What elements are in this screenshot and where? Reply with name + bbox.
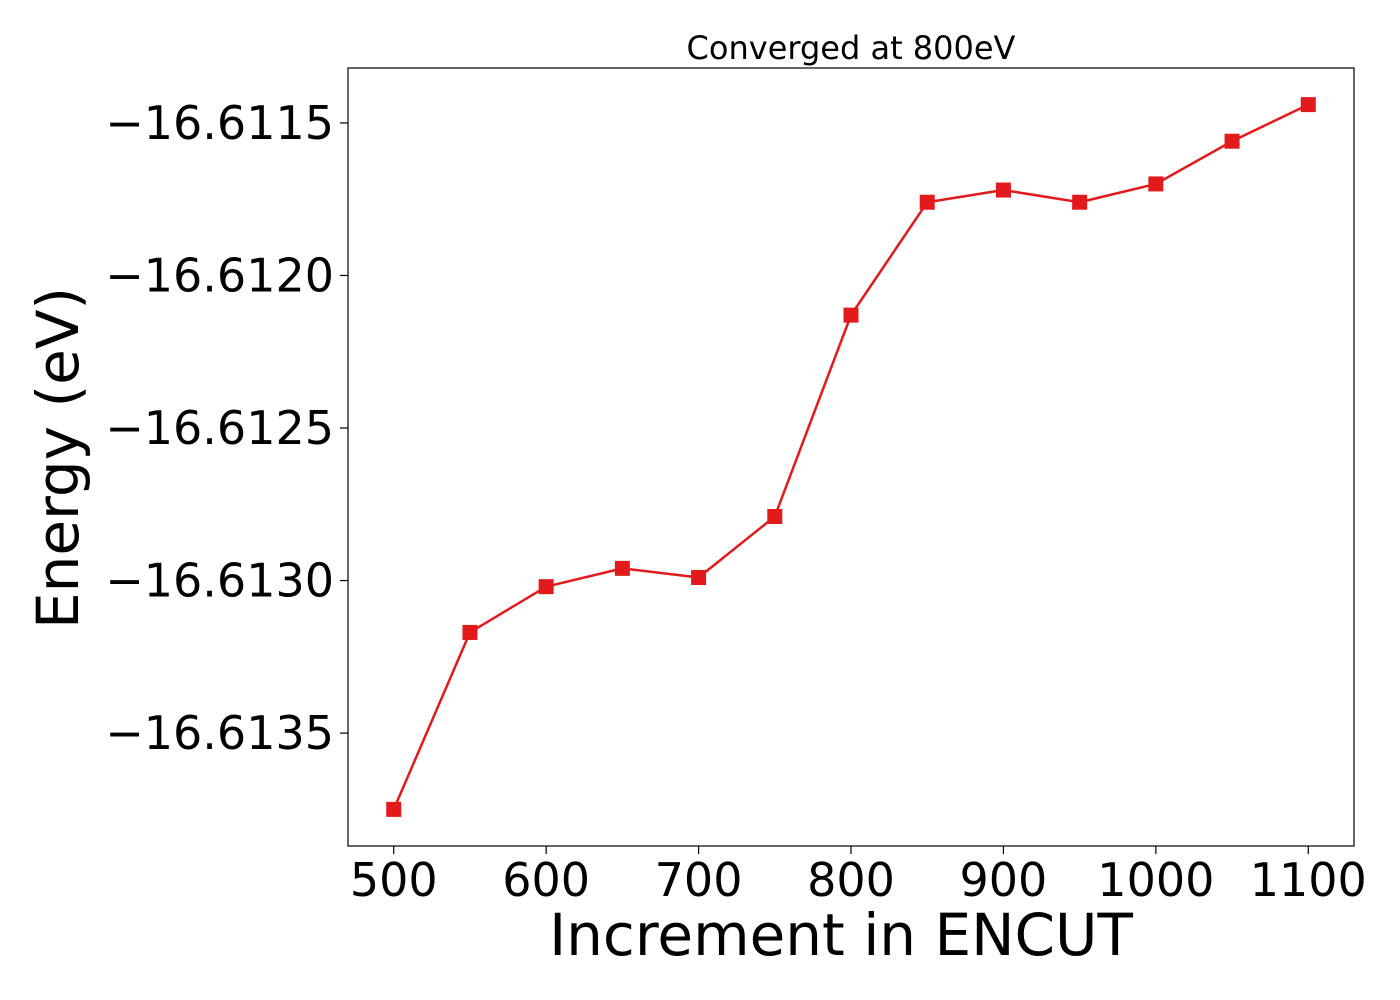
chart-title: Converged at 800eV (687, 29, 1016, 67)
x-tick-label: 900 (960, 853, 1048, 907)
x-tick-label: 500 (350, 853, 438, 907)
data-point (1148, 176, 1164, 192)
y-tick-label: −16.6130 (105, 554, 334, 608)
x-tick-label: 700 (655, 853, 743, 907)
data-point (995, 182, 1011, 198)
data-point (1072, 194, 1088, 210)
data-point (843, 307, 859, 323)
y-tick-label: −16.6120 (105, 248, 334, 302)
data-point (1224, 133, 1240, 149)
y-tick-label: −16.6115 (105, 96, 334, 150)
y-tick-label: −16.6135 (105, 706, 334, 760)
data-point (538, 579, 554, 595)
x-tick-label: 1000 (1097, 853, 1214, 907)
plot-area: 500 600 700 800 900 1000 1100 −16.6135 −16.6130 −… (105, 67, 1367, 907)
data-point (386, 801, 402, 817)
data-point (462, 624, 478, 640)
data-point (614, 560, 630, 576)
x-axis-label: Increment in ENCUT (549, 901, 1133, 969)
y-tick-label: −16.6125 (105, 401, 334, 455)
data-point (919, 194, 935, 210)
data-point (691, 570, 707, 586)
data-point (1300, 97, 1316, 113)
data-point (767, 508, 783, 524)
x-tick-label: 1100 (1250, 853, 1367, 907)
x-tick-label: 800 (807, 853, 895, 907)
y-axis-label: Energy (eV) (24, 287, 92, 629)
x-tick-label: 600 (502, 853, 590, 907)
